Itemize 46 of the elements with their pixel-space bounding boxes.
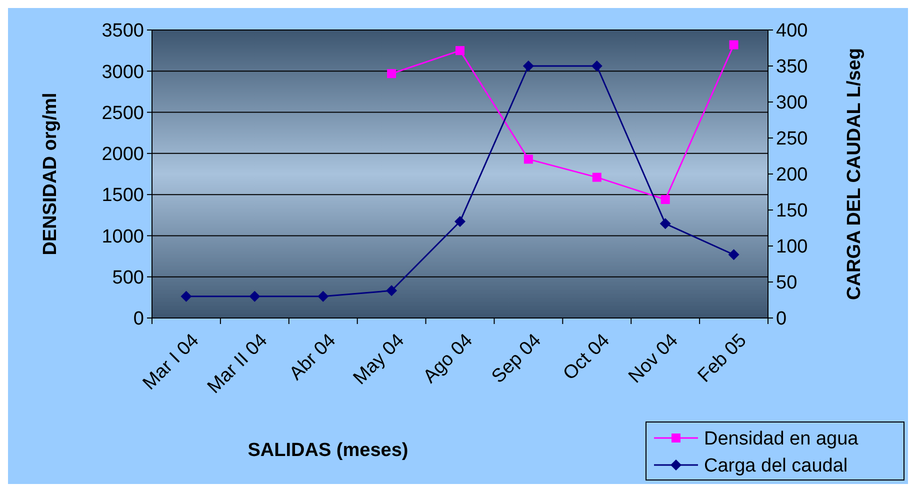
y-tick-label: 3000 xyxy=(102,62,144,83)
y2-tick-label: 50 xyxy=(776,272,798,294)
point xyxy=(592,172,602,182)
point xyxy=(180,290,192,302)
x-tick-label: Mar II 04 xyxy=(204,330,272,398)
y-tick-label: 3500 xyxy=(102,20,144,42)
y-tick-label: 2000 xyxy=(102,144,144,166)
point xyxy=(522,60,534,72)
point xyxy=(524,154,533,164)
point xyxy=(591,60,602,72)
y2-tick-label: 350 xyxy=(776,56,808,78)
y2-axis-title: CARGA DEL CAUDAL L/seg xyxy=(844,48,865,300)
y-tick-label: 1000 xyxy=(102,226,144,248)
x-tick-label: Mar I 04 xyxy=(139,330,204,394)
legend-label: Densidad en agua xyxy=(704,428,859,450)
point xyxy=(387,69,396,78)
x-tick-label: May 04 xyxy=(350,330,409,389)
point xyxy=(729,40,738,50)
x-tick-label: Abr 04 xyxy=(286,330,340,385)
point xyxy=(660,218,671,230)
x-tick-label: Oct 04 xyxy=(559,330,614,385)
y2-tick-label: 150 xyxy=(776,200,808,222)
x-tick-label: Sep 04 xyxy=(488,330,546,388)
y-axis-title: DENSIDAD org/ml xyxy=(40,92,61,256)
point xyxy=(386,285,398,296)
point xyxy=(454,216,466,228)
y2-tick-label: 100 xyxy=(776,236,808,258)
y-tick-label: 0 xyxy=(133,308,144,330)
point xyxy=(318,290,329,302)
point xyxy=(728,249,740,260)
y2-tick-label: 300 xyxy=(776,92,808,114)
point xyxy=(249,290,260,302)
y-tick-label: 500 xyxy=(112,268,144,289)
point xyxy=(660,195,670,204)
legend-label: Carga del caudal xyxy=(704,456,848,477)
y2-tick-label: 250 xyxy=(776,128,808,150)
x-axis-title: SALIDAS (meses) xyxy=(248,440,408,461)
y-tick-label: 2500 xyxy=(102,102,144,124)
y2-tick-label: 400 xyxy=(776,20,808,42)
y-tick-label: 1500 xyxy=(102,185,144,206)
x-tick-label: Ago 04 xyxy=(420,330,478,388)
y2-tick-label: 0 xyxy=(776,308,787,330)
y2-tick-label: 200 xyxy=(776,164,808,186)
point xyxy=(456,46,464,56)
x-tick-label: Nov 04 xyxy=(624,330,683,388)
x-tick-label: Feb 05 xyxy=(694,330,751,387)
